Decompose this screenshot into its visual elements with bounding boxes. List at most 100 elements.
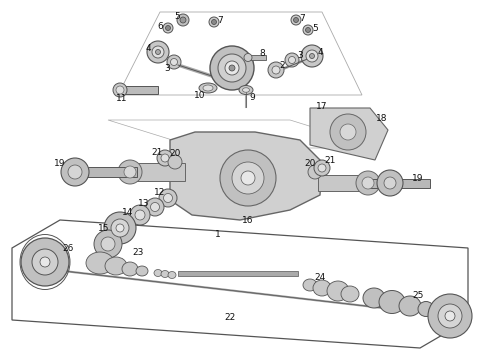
Circle shape <box>161 154 169 162</box>
Circle shape <box>163 23 173 33</box>
Bar <box>62 167 137 177</box>
Text: 5: 5 <box>312 23 318 32</box>
Circle shape <box>146 198 164 216</box>
Text: 15: 15 <box>98 224 110 233</box>
Circle shape <box>209 17 219 27</box>
Text: 16: 16 <box>242 216 254 225</box>
Circle shape <box>218 54 246 82</box>
Ellipse shape <box>199 83 217 93</box>
Ellipse shape <box>341 286 359 302</box>
Ellipse shape <box>239 86 253 95</box>
Text: 26: 26 <box>62 243 74 252</box>
Ellipse shape <box>313 280 331 296</box>
Circle shape <box>113 83 127 97</box>
Text: 17: 17 <box>316 102 328 111</box>
Text: 14: 14 <box>122 207 134 216</box>
Circle shape <box>111 219 129 237</box>
Text: 21: 21 <box>151 148 163 157</box>
Circle shape <box>155 50 161 54</box>
Text: 8: 8 <box>259 49 265 58</box>
Circle shape <box>157 150 173 166</box>
Text: 12: 12 <box>154 188 166 197</box>
Circle shape <box>285 53 299 67</box>
Ellipse shape <box>154 270 162 276</box>
Circle shape <box>104 212 136 244</box>
Circle shape <box>272 66 280 74</box>
Text: 21: 21 <box>324 156 336 165</box>
Circle shape <box>438 304 462 328</box>
Text: 5: 5 <box>174 12 180 21</box>
Text: 11: 11 <box>116 94 128 103</box>
Text: 1: 1 <box>215 230 221 239</box>
Circle shape <box>130 205 150 225</box>
Bar <box>130 163 185 181</box>
Ellipse shape <box>399 296 421 316</box>
Text: 18: 18 <box>376 113 388 122</box>
Text: 2: 2 <box>279 60 285 69</box>
Ellipse shape <box>168 271 176 279</box>
Circle shape <box>212 19 217 24</box>
Circle shape <box>232 162 264 194</box>
Circle shape <box>152 46 164 58</box>
Circle shape <box>180 17 186 23</box>
Circle shape <box>330 114 366 150</box>
Circle shape <box>116 224 124 232</box>
Text: 3: 3 <box>297 50 303 59</box>
Circle shape <box>118 160 142 184</box>
Text: 3: 3 <box>164 63 170 72</box>
Text: 20: 20 <box>170 149 181 158</box>
Circle shape <box>166 26 171 31</box>
Text: 23: 23 <box>132 248 144 257</box>
Circle shape <box>21 238 69 286</box>
Text: 22: 22 <box>224 314 236 323</box>
Circle shape <box>306 50 318 62</box>
Text: 6: 6 <box>157 22 163 31</box>
Circle shape <box>362 177 374 189</box>
Ellipse shape <box>327 281 349 301</box>
Text: 4: 4 <box>317 48 323 57</box>
Circle shape <box>210 46 254 90</box>
Circle shape <box>289 57 295 63</box>
Circle shape <box>377 170 403 196</box>
Circle shape <box>310 54 315 59</box>
Circle shape <box>305 27 311 32</box>
Circle shape <box>303 25 313 35</box>
Text: 7: 7 <box>217 15 223 24</box>
Circle shape <box>220 150 276 206</box>
Text: 13: 13 <box>138 198 150 207</box>
Circle shape <box>40 257 50 267</box>
Polygon shape <box>170 132 322 220</box>
Circle shape <box>428 294 472 338</box>
Circle shape <box>32 249 58 275</box>
Circle shape <box>229 65 235 71</box>
Ellipse shape <box>303 279 317 291</box>
Circle shape <box>124 166 136 178</box>
Text: 19: 19 <box>412 174 424 183</box>
Circle shape <box>177 14 189 26</box>
Circle shape <box>384 177 396 189</box>
Circle shape <box>244 54 252 62</box>
Circle shape <box>340 124 356 140</box>
Circle shape <box>150 202 160 212</box>
Ellipse shape <box>161 270 169 278</box>
Circle shape <box>171 58 177 66</box>
Circle shape <box>101 237 115 251</box>
Text: 9: 9 <box>249 93 255 102</box>
Circle shape <box>68 165 82 179</box>
Circle shape <box>268 62 284 78</box>
Circle shape <box>225 61 239 75</box>
Circle shape <box>164 194 172 202</box>
Text: 19: 19 <box>54 158 66 167</box>
Polygon shape <box>310 108 388 160</box>
Circle shape <box>308 165 322 179</box>
Circle shape <box>94 230 122 258</box>
Circle shape <box>291 15 301 25</box>
Text: 24: 24 <box>315 273 326 282</box>
Circle shape <box>314 160 330 176</box>
Ellipse shape <box>86 252 114 274</box>
Bar <box>120 86 158 94</box>
Bar <box>178 271 298 276</box>
Circle shape <box>116 86 124 94</box>
Circle shape <box>147 41 169 63</box>
Ellipse shape <box>203 85 213 91</box>
